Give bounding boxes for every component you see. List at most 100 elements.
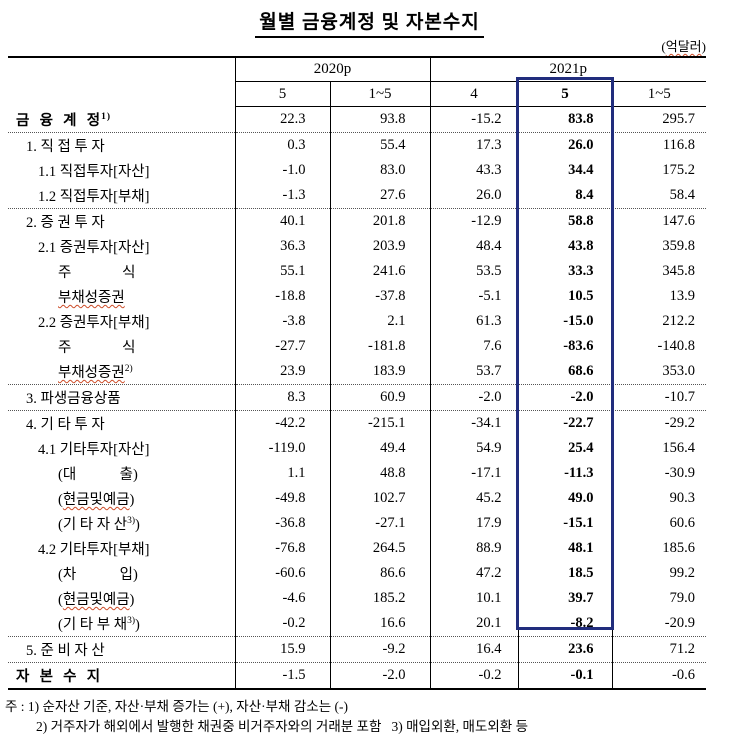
cell-value: 43.8 [517, 234, 612, 259]
cell-value: 15.9 [234, 636, 330, 663]
cell-value: -10.7 [611, 384, 707, 411]
row-label: 부채성증권2) [8, 359, 235, 385]
table-row: 4.2 기타투자[부채] -76.8 264.5 88.9 48.1 185.6 [8, 536, 707, 561]
cell-value: 61.3 [429, 309, 518, 334]
cell-value: 23.6 [517, 636, 612, 663]
label-post: ) [129, 492, 135, 508]
cell-value: -83.6 [517, 334, 612, 359]
cell-value: 17.3 [429, 132, 518, 158]
cell-value: 36.3 [234, 234, 330, 259]
table-row: (대 출) 1.1 48.8 -17.1 -11.3 -30.9 [8, 461, 707, 486]
cell-value: 58.8 [517, 208, 612, 234]
cell-value: 25.4 [517, 436, 612, 461]
cell-value: 49.4 [329, 436, 430, 461]
title-wrap: 월별 금융계정 및 자본수지 [0, 0, 739, 38]
cell-value: 88.9 [429, 536, 518, 561]
cell-value: 22.3 [234, 106, 330, 133]
header-group-row: 2020p 2021p [8, 57, 707, 107]
table-row: 2.1 증권투자[자산] 36.3 203.9 48.4 43.8 359.8 [8, 234, 707, 259]
row-label: (현금및예금) [8, 586, 235, 611]
cell-value: 48.8 [329, 461, 430, 486]
label-wavy: 부채성증권 [58, 290, 125, 306]
financial-account-table: 2020p 2021p 5 1~5 4 5 1~5 금 융 계 정1) 22.3 9… [8, 56, 707, 690]
cell-value: 60.9 [329, 384, 430, 411]
corner-cell [8, 57, 236, 107]
table-row: 부채성증권 -18.8 -37.8 -5.1 10.5 13.9 [8, 284, 707, 309]
cell-value: -119.0 [234, 436, 330, 461]
subheader-2021-apr: 4 [429, 81, 518, 107]
cell-value: 23.9 [234, 359, 330, 385]
cell-value: 48.4 [429, 234, 518, 259]
cell-value: 54.9 [429, 436, 518, 461]
cell-value: 16.6 [329, 611, 430, 637]
cell-value: -27.1 [329, 511, 430, 536]
table-row: 주 식 -27.7 -181.8 7.6 -83.6 -140.8 [8, 334, 707, 359]
table-row: 1.2 직접투자[부채] -1.3 27.6 26.0 8.4 58.4 [8, 183, 707, 209]
cell-value: -20.9 [611, 611, 707, 637]
cell-value: 90.3 [611, 486, 707, 511]
row-label: (기 타 부 채3)) [8, 611, 235, 637]
row-label: 3. 파생금융상품 [8, 384, 235, 411]
table-row: (기 타 자 산3)) -36.8 -27.1 17.9 -15.1 60.6 [8, 511, 707, 536]
label-pre: 5. 준 비 자 산 [26, 643, 105, 659]
label-sup: 2) [124, 364, 133, 375]
cell-value: 8.4 [517, 183, 612, 209]
cell-value: 43.3 [429, 158, 518, 183]
cell-value: 10.5 [517, 284, 612, 309]
cell-value: 13.9 [611, 284, 707, 309]
cell-value: -1.0 [234, 158, 330, 183]
label-wavy: 현금및예금 [62, 492, 130, 508]
label-sup: 1) [101, 111, 112, 122]
label-wavy: 현금및예금 [62, 592, 130, 608]
label-pre: 2. 증 권 투 자 [26, 215, 105, 231]
subheader-2020-may: 5 [234, 81, 330, 107]
label-pre: ( [58, 592, 63, 608]
cell-value: 8.3 [234, 384, 330, 411]
cell-value: 102.7 [329, 486, 430, 511]
cell-value: 79.0 [611, 586, 707, 611]
cell-value: 241.6 [329, 259, 430, 284]
table-row: (현금및예금) -49.8 102.7 45.2 49.0 90.3 [8, 486, 707, 511]
cell-value: 47.2 [429, 561, 518, 586]
cell-value: 156.4 [611, 436, 707, 461]
cell-value: 201.8 [329, 208, 430, 234]
cell-value: -22.7 [517, 410, 612, 436]
row-label: 2. 증 권 투 자 [8, 208, 235, 234]
cell-value: -49.8 [234, 486, 330, 511]
cell-value: 55.4 [329, 132, 430, 158]
cell-value: 18.5 [517, 561, 612, 586]
subheader-2021-jan-may: 1~5 [611, 81, 707, 107]
table-row: 금 융 계 정1) 22.3 93.8 -15.2 83.8 295.7 [8, 106, 707, 133]
cell-value: 40.1 [234, 208, 330, 234]
row-label: 주 식 [8, 334, 235, 359]
cell-value: 83.0 [329, 158, 430, 183]
table-row: 1. 직 접 투 자 0.3 55.4 17.3 26.0 116.8 [8, 132, 707, 158]
label-pre: 2.2 증권투자[부채] [38, 315, 150, 331]
row-label: (차 입) [8, 561, 235, 586]
cell-value: 147.6 [611, 208, 707, 234]
cell-value: -2.0 [429, 384, 518, 411]
row-label: 1. 직 접 투 자 [8, 132, 235, 158]
cell-value: 93.8 [329, 106, 430, 133]
cell-value: 53.5 [429, 259, 518, 284]
cell-value: 185.6 [611, 536, 707, 561]
table-row: 4.1 기타투자[자산] -119.0 49.4 54.9 25.4 156.4 [8, 436, 707, 461]
unit-pre: ( [661, 39, 666, 54]
cell-value: -42.2 [234, 410, 330, 436]
cell-value: 264.5 [329, 536, 430, 561]
cell-value: -0.2 [234, 611, 330, 637]
cell-value: 39.7 [517, 586, 612, 611]
cell-value: -15.2 [429, 106, 518, 133]
label-post: ) [135, 617, 140, 633]
label-pre: ( [58, 492, 63, 508]
table-body: 금 융 계 정1) 22.3 93.8 -15.2 83.8 295.7 1. 직 접 투 … [8, 106, 707, 689]
table-row: (현금및예금) -4.6 185.2 10.1 39.7 79.0 [8, 586, 707, 611]
cell-value: 49.0 [517, 486, 612, 511]
row-label: (현금및예금) [8, 486, 235, 511]
cell-value: 10.1 [429, 586, 518, 611]
cell-value: 27.6 [329, 183, 430, 209]
column-group-2020p: 2020p [234, 57, 430, 82]
row-label: 1.2 직접투자[부채] [8, 183, 235, 209]
cell-value: -60.6 [234, 561, 330, 586]
unit-post: ) [701, 39, 706, 54]
